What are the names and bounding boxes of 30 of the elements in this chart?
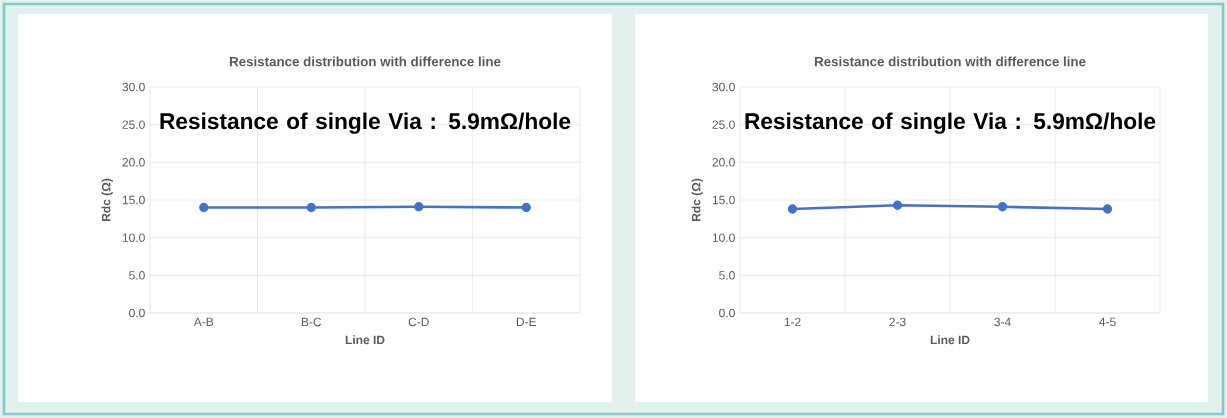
x-tick-label: B-C <box>301 317 322 327</box>
x-tick-label: A-B <box>193 317 214 326</box>
y-tick-label: 25.0 <box>712 120 735 129</box>
y-tick-label: 5.0 <box>129 271 145 280</box>
y-tick-label: 30.0 <box>122 82 145 92</box>
x-axis-title: Line ID <box>345 335 385 345</box>
annotation: Resistance of single Via : 5.9mΩ/hole <box>745 112 1156 134</box>
y-tick-label: 30.0 <box>712 82 735 92</box>
y-axis-title: Rdc (Ω) <box>691 178 703 222</box>
y-axis-title: Rdc (Ω) <box>101 178 113 222</box>
x-tick-label: 1-2 <box>784 317 801 327</box>
x-tick-label: D-E <box>516 317 537 326</box>
x-tick-label: 3-4 <box>994 317 1011 327</box>
y-tick-label: 15.0 <box>122 195 145 205</box>
y-tick-label: 25.0 <box>122 120 145 129</box>
chart-title: Resistance distribution with difference line <box>814 56 1086 67</box>
y-tick-label: 5.0 <box>719 271 735 280</box>
x-tick-label: C-D <box>408 317 429 327</box>
y-tick-label: 15.0 <box>712 195 735 205</box>
x-axis-title: Line ID <box>930 335 970 345</box>
chart-title: Resistance distribution with difference line <box>229 56 501 67</box>
annotation: Resistance of single Via : 5.9mΩ/hole <box>160 112 571 134</box>
y-tick-label: 0.0 <box>129 308 145 318</box>
y-tick-label: 10.0 <box>122 233 145 242</box>
y-tick-label: 10.0 <box>712 233 735 242</box>
x-tick-label: 4-5 <box>1099 317 1116 327</box>
x-tick-label: 2-3 <box>889 317 906 327</box>
y-tick-label: 20.0 <box>122 158 145 167</box>
y-tick-label: 20.0 <box>712 158 735 167</box>
y-tick-label: 0.0 <box>719 308 735 318</box>
